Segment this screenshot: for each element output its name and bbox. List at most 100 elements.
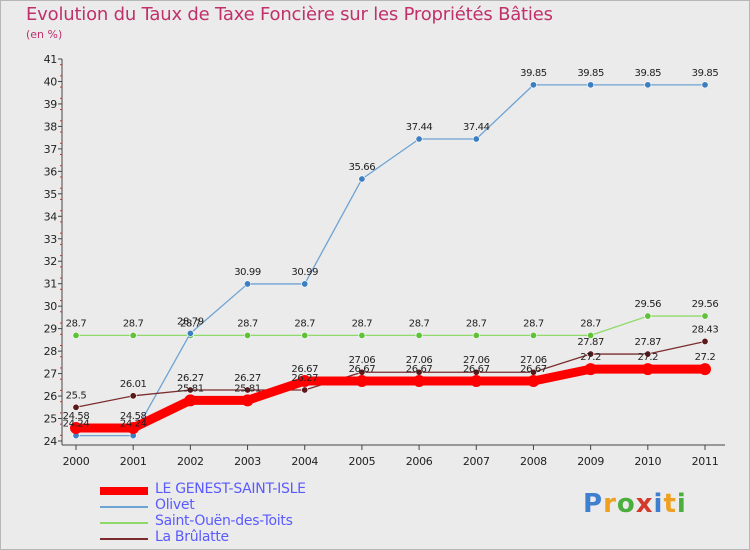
data-label: 28.7: [66, 318, 87, 329]
data-point: [644, 350, 652, 358]
data-label: 25.5: [66, 390, 87, 401]
x-tick-label: 2009: [577, 455, 604, 468]
data-label: 27.06: [406, 355, 433, 366]
data-label: 28.7: [523, 318, 544, 329]
data-label: 29.56: [692, 299, 719, 310]
data-point: [701, 337, 709, 345]
data-label: 26.27: [234, 373, 261, 384]
data-label: 26.01: [120, 379, 147, 390]
x-tick-label: 2002: [177, 455, 204, 468]
data-label: 39.85: [577, 68, 604, 79]
data-point: [186, 329, 194, 337]
data-label: 25.81: [234, 383, 261, 394]
data-label: 28.7: [294, 318, 315, 329]
data-point: [415, 331, 423, 339]
data-label: 39.85: [634, 68, 661, 79]
x-tick-label: 2005: [349, 455, 376, 468]
data-label: 26.27: [291, 373, 318, 384]
y-tick-label: 37: [44, 143, 58, 156]
x-tick-label: 2011: [692, 455, 719, 468]
legend-swatch: [100, 538, 148, 540]
data-point: [298, 375, 311, 388]
data-label: 28.7: [180, 318, 201, 329]
data-label: 30.99: [234, 267, 261, 278]
data-point: [358, 175, 366, 183]
y-tick-label: 31: [44, 278, 57, 291]
data-label: 28.79: [177, 316, 204, 327]
data-label: 28.7: [123, 318, 144, 329]
data-point: [244, 331, 252, 339]
data-point: [129, 331, 137, 339]
data-label: 24.58: [120, 411, 147, 422]
data-point: [641, 363, 654, 376]
y-tick-label: 41: [44, 53, 57, 66]
data-point: [699, 363, 711, 376]
x-tick-label: 2006: [406, 455, 433, 468]
data-point: [701, 312, 709, 320]
data-point: [470, 375, 483, 388]
data-label: 27.87: [634, 337, 661, 348]
data-label: 30.99: [291, 267, 318, 278]
series-line-2: [76, 315, 705, 337]
x-tick-label: 2001: [120, 455, 147, 468]
data-label: 37.44: [406, 122, 433, 133]
legend-swatch: [100, 506, 148, 508]
legend-label: La Brûlatte: [155, 529, 229, 545]
data-point: [72, 331, 80, 339]
data-label: 26.67: [291, 364, 318, 375]
data-point: [184, 394, 197, 407]
x-tick-label: 2003: [234, 455, 261, 468]
data-point: [529, 331, 537, 339]
data-point: [587, 331, 595, 339]
data-label: 39.85: [692, 68, 719, 79]
data-label: 28.7: [580, 318, 601, 329]
data-point: [472, 135, 480, 143]
data-label: 27.06: [463, 355, 490, 366]
data-label: 24.58: [63, 411, 90, 422]
y-tick-label: 33: [44, 233, 58, 246]
data-label: 27.06: [520, 355, 547, 366]
legend-swatch: [100, 522, 148, 524]
data-point: [355, 375, 368, 388]
data-label: 27.2: [695, 352, 716, 363]
data-point: [527, 375, 540, 388]
chart-unit-label: (en %): [26, 28, 63, 41]
data-label: 24.24: [120, 419, 147, 430]
y-tick-label: 28: [44, 345, 58, 358]
data-point: [244, 280, 252, 288]
chart-title: Evolution du Taux de Taxe Foncière sur l…: [26, 4, 553, 25]
x-tick-label: 2000: [63, 455, 90, 468]
data-point: [587, 81, 595, 89]
data-label: 26.27: [177, 373, 204, 384]
data-point: [584, 363, 597, 376]
data-point: [701, 81, 709, 89]
data-point: [186, 386, 194, 394]
series-line-1: [76, 84, 705, 437]
data-label: 28.7: [409, 318, 430, 329]
data-point: [127, 421, 140, 434]
data-point: [415, 135, 423, 143]
y-tick-label: 26: [44, 390, 58, 403]
series-line-0: [76, 364, 705, 433]
y-tick-label: 27: [44, 368, 58, 381]
data-point: [301, 386, 309, 394]
x-tick-label: 2010: [634, 455, 661, 468]
data-point: [129, 392, 137, 400]
data-label: 26.67: [349, 364, 376, 375]
y-tick-label: 24: [44, 435, 58, 448]
y-tick-label: 34: [44, 210, 58, 223]
data-point: [644, 81, 652, 89]
series-line-3: [75, 340, 706, 408]
data-point: [472, 331, 480, 339]
x-tick-label: 2007: [463, 455, 490, 468]
y-tick-label: 36: [44, 165, 58, 178]
data-point: [301, 331, 309, 339]
data-label: 26.67: [463, 364, 490, 375]
data-point: [644, 312, 652, 320]
y-tick-label: 29: [44, 323, 58, 336]
data-label: 26.67: [520, 364, 547, 375]
data-point: [587, 350, 595, 358]
data-label: 29.56: [634, 299, 661, 310]
